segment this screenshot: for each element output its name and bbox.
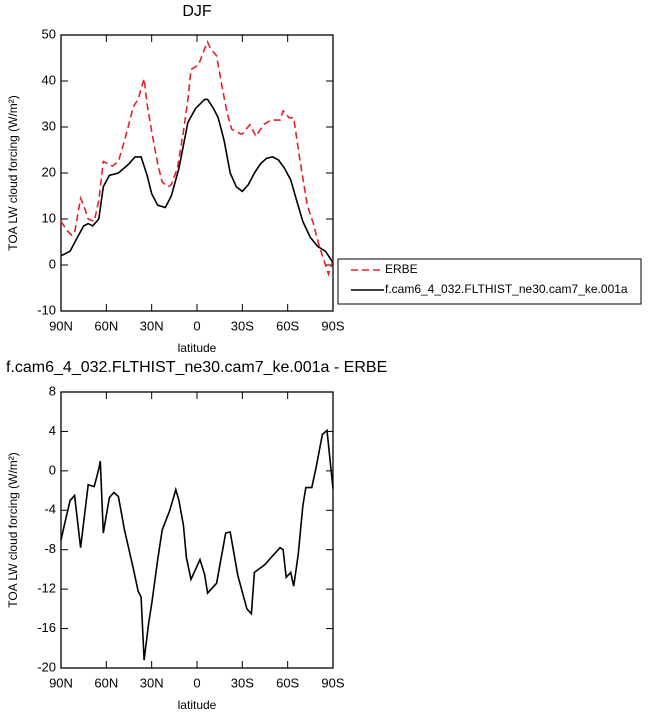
x-tick-label: 30S — [231, 318, 254, 333]
y-tick-label: 8 — [49, 383, 56, 398]
legend-label: f.cam6_4_032.FLTHIST_ne30.cam7_ke.001a — [385, 282, 628, 296]
x-tick-label: 0 — [193, 675, 200, 690]
y-tick-label: 50 — [42, 26, 56, 41]
x-tick-label: 30N — [140, 318, 164, 333]
legend-label: ERBE — [385, 262, 418, 276]
y-tick-label: 10 — [42, 210, 56, 225]
y-tick-label: -4 — [44, 502, 56, 517]
plot-frame — [60, 391, 334, 669]
y-tick-label: -8 — [44, 541, 56, 556]
x-tick-label: 60S — [276, 675, 299, 690]
y-tick-label: 40 — [42, 72, 56, 87]
y-tick-label: 0 — [49, 462, 56, 477]
y-tick-label: 0 — [49, 256, 56, 271]
x-tick-label: 90N — [49, 318, 73, 333]
x-tick-label: 60N — [94, 318, 118, 333]
y-tick-label: 4 — [49, 423, 56, 438]
chart-title: DJF — [182, 3, 212, 20]
y-axis-label: TOA LW cloud forcing (W/m²) — [6, 452, 20, 608]
x-tick-label: 30N — [140, 675, 164, 690]
data-line — [60, 428, 334, 661]
chart-title: f.cam6_4_032.FLTHIST_ne30.cam7_ke.001a -… — [6, 359, 387, 376]
data-line — [60, 39, 334, 277]
x-tick-label: 30S — [231, 675, 254, 690]
y-tick-label: -12 — [37, 581, 56, 596]
x-tick-label: 60S — [276, 318, 299, 333]
y-tick-label: -10 — [37, 302, 56, 317]
data-line — [60, 98, 334, 264]
y-tick-label: 20 — [42, 164, 56, 179]
legend-box — [337, 258, 642, 305]
x-tick-label: 90S — [321, 675, 344, 690]
x-axis-label: latitude — [178, 341, 217, 355]
x-axis-label: latitude — [178, 698, 217, 712]
x-tick-label: 90N — [49, 675, 73, 690]
y-tick-label: -20 — [37, 659, 56, 674]
y-tick-label: 30 — [42, 118, 56, 133]
x-tick-label: 0 — [193, 318, 200, 333]
y-axis-label: TOA LW cloud forcing (W/m²) — [6, 95, 20, 251]
x-tick-label: 90S — [321, 318, 344, 333]
y-tick-label: -16 — [37, 620, 56, 635]
x-tick-label: 60N — [94, 675, 118, 690]
